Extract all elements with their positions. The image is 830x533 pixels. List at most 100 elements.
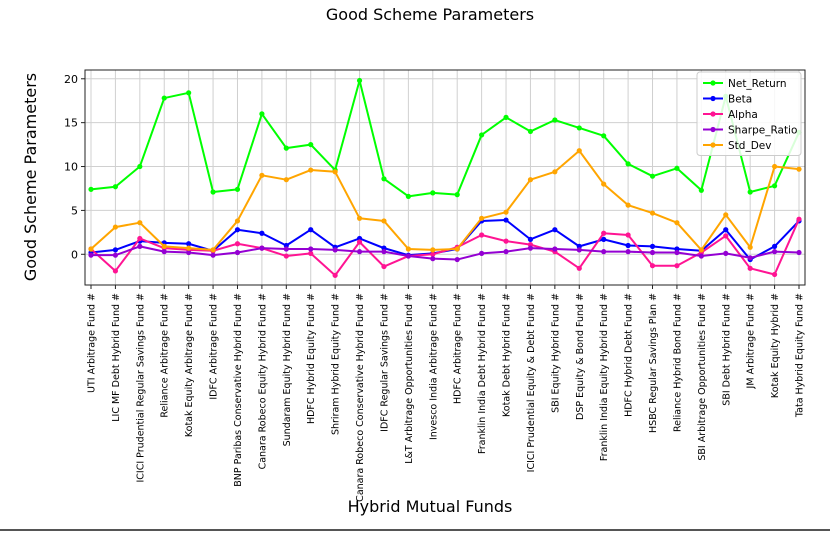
data-point	[137, 163, 143, 170]
series-sharpe-ratio	[88, 243, 802, 263]
data-point	[527, 236, 534, 242]
data-point	[747, 265, 753, 271]
data-point	[625, 249, 631, 255]
data-point	[479, 250, 485, 257]
x-tick-label: UTI Arbitrage Fund #	[87, 293, 98, 393]
data-point	[283, 177, 289, 183]
legend-swatch-marker	[710, 111, 716, 117]
data-point	[576, 265, 582, 271]
data-point	[210, 252, 216, 258]
data-point	[356, 215, 363, 221]
y-tick-label: 10	[64, 161, 78, 174]
data-point	[601, 249, 607, 255]
data-point	[674, 220, 680, 226]
x-tick-label: SBI Arbitrage Opportunities Fund #	[697, 293, 708, 461]
series-line	[90, 79, 800, 198]
data-point	[601, 181, 607, 187]
y-tick-label: 15	[64, 117, 78, 130]
data-point	[698, 247, 704, 253]
data-point	[430, 251, 436, 257]
legend-label: Net_Return	[728, 78, 787, 90]
data-point	[308, 167, 314, 173]
x-tick-label: Kotak Equity Arbitrage Fund #	[184, 293, 195, 437]
data-point	[771, 243, 778, 249]
data-point	[649, 210, 656, 216]
series-line	[91, 245, 800, 261]
legend-box	[696, 71, 802, 156]
legend-entry: Std_Dev	[703, 140, 771, 152]
data-point	[747, 255, 753, 261]
data-point	[771, 183, 778, 189]
data-point	[576, 247, 582, 253]
x-tick-label: ICICI Prudential Equity & Debt Fund #	[526, 293, 537, 472]
data-point	[381, 263, 387, 270]
data-point	[186, 90, 192, 96]
x-tick-label: HSBC Regular Savings Plan #	[648, 293, 659, 433]
data-point	[88, 252, 94, 258]
data-point	[479, 232, 485, 238]
x-tick-label: Franklin India Debt Hybrid Fund #	[477, 293, 488, 454]
data-point	[723, 233, 729, 239]
x-tick-label: Tata Hybrid Equity Fund #	[795, 293, 806, 418]
data-point	[161, 243, 167, 249]
data-point	[405, 246, 411, 252]
data-point	[503, 209, 509, 215]
data-point	[210, 247, 216, 253]
x-tick-label: IDFC Arbitrage Fund #	[209, 293, 220, 400]
data-point	[698, 187, 704, 193]
data-point	[332, 247, 338, 253]
data-point	[454, 246, 460, 252]
data-point	[601, 230, 607, 236]
data-point	[649, 263, 656, 269]
series-std-dev	[88, 148, 802, 253]
legend-swatch-marker	[710, 142, 716, 148]
legend-swatch-marker	[710, 126, 716, 133]
data-point	[112, 184, 119, 190]
data-point	[112, 224, 119, 230]
data-point	[723, 250, 729, 257]
x-tick-label: ICICI Prudential Regular Savings Fund #	[135, 293, 146, 483]
data-point	[771, 271, 778, 278]
plot-frame	[84, 69, 806, 286]
x-tick-label: SBI Equity Hybrid Fund #	[550, 293, 561, 413]
x-tick-label: Canara Robeco Conservative Hybrid Fund #	[355, 293, 366, 502]
data-point	[308, 141, 314, 148]
data-point	[88, 186, 94, 192]
data-point	[308, 246, 314, 252]
data-point	[137, 235, 143, 242]
data-point	[112, 268, 119, 274]
y-tick-labels: 0 5 10 15 20	[64, 73, 78, 262]
plot-area	[81, 69, 806, 289]
data-point	[747, 244, 753, 250]
x-tick-labels: UTI Arbitrage Fund # LIC MF Debt Hybrid F…	[87, 293, 806, 502]
data-point	[527, 245, 534, 251]
data-point	[552, 169, 558, 175]
data-point	[234, 186, 241, 192]
data-point	[234, 227, 241, 233]
legend-entry: Sharpe_Ratio	[703, 125, 797, 137]
data-point	[259, 230, 265, 236]
data-point	[454, 192, 460, 198]
data-point	[186, 249, 192, 256]
data-point	[234, 249, 241, 256]
data-point	[137, 220, 143, 226]
legend-label: Beta	[728, 94, 752, 106]
data-point	[552, 227, 558, 233]
data-point	[356, 249, 363, 255]
data-point	[674, 263, 680, 269]
chart-title: Good Scheme Parameters	[326, 5, 534, 24]
data-point	[308, 227, 314, 233]
data-point	[576, 125, 582, 131]
data-point	[430, 256, 436, 262]
x-tick-label: Kotak Equity Hybrid #	[770, 293, 781, 398]
data-point	[283, 253, 289, 259]
x-tick-label: SBI Debt Hybrid Fund #	[721, 293, 732, 406]
series-line	[90, 218, 800, 277]
data-point	[674, 165, 680, 171]
legend-label: Sharpe_Ratio	[728, 125, 797, 137]
x-tick-label: DSP Equity & Bond Fund #	[575, 293, 586, 420]
y-tick-label: 5	[71, 204, 78, 217]
legend-entry: Net_Return	[703, 78, 787, 90]
data-point	[698, 253, 704, 259]
